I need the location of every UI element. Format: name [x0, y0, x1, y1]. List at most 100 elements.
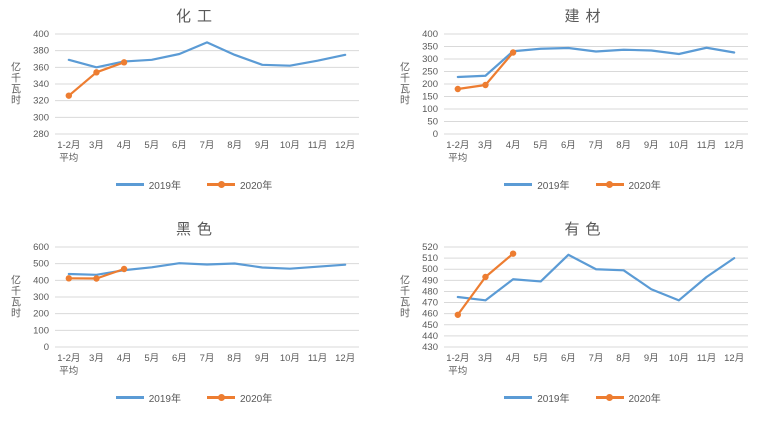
legend-line-swatch: [504, 396, 533, 399]
y-axis-unit-label: 亿: [400, 274, 410, 287]
y-tick-label: 0: [432, 129, 437, 140]
legend-marker-dot: [217, 181, 225, 189]
x-tick-label: 6月: [560, 140, 575, 151]
legend-line-swatch: [115, 396, 144, 399]
y-axis-unit-label: 时: [11, 308, 21, 320]
x-tick-label: 1-2月: [446, 353, 469, 364]
x-tick-label: 11月: [696, 353, 715, 364]
y-axis-unit-label: 亿: [400, 61, 410, 74]
data-point-marker: [93, 69, 100, 76]
y-tick-label: 300: [33, 112, 49, 123]
chart-panel-building-materials: 建材 0 50 100 150 200 250 300 350 400 亿千瓦时 1-2月 平均 3月 4…: [388, 0, 777, 213]
legend-label: 2019年: [537, 181, 570, 192]
x-tick-label: 12月: [335, 140, 355, 151]
legend-label: 2020年: [240, 394, 273, 405]
y-tick-label: 200: [33, 309, 49, 320]
x-tick-label: 7月: [588, 140, 603, 151]
legend-marker-dot: [217, 394, 225, 402]
y-tick-label: 340: [33, 79, 49, 90]
x-tick-label: 9月: [255, 140, 270, 151]
y-tick-label: 200: [422, 79, 438, 90]
data-point-marker: [509, 49, 516, 56]
x-tick-label: 6月: [172, 140, 187, 151]
y-tick-label: 500: [422, 264, 438, 275]
y-tick-label: 280: [33, 129, 49, 140]
x-tick-label: 7月: [200, 140, 215, 151]
legend-item: 2019年: [115, 390, 181, 405]
y-tick-label: 490: [422, 275, 438, 286]
x-tick-label: 5月: [144, 140, 159, 151]
x-tick-label: 5月: [533, 353, 548, 364]
x-tick-label: 平均: [59, 365, 78, 377]
y-axis-unit-label: 瓦: [400, 298, 410, 309]
legend-item: 2019年: [504, 177, 570, 192]
x-tick-label: 11月: [308, 140, 327, 151]
legend-item: 2020年: [207, 177, 272, 192]
data-point-marker: [93, 275, 100, 282]
chart-legend: 2019年 2020年: [115, 177, 272, 192]
y-tick-label: 400: [33, 29, 49, 40]
data-point-marker: [65, 275, 73, 282]
y-axis-unit-label: 瓦: [11, 298, 21, 309]
y-tick-label: 150: [422, 92, 438, 103]
data-point-marker: [454, 311, 461, 318]
x-tick-label: 平均: [59, 152, 78, 164]
chart-title: 建材: [564, 8, 607, 25]
y-tick-label: 440: [422, 331, 438, 342]
chart-legend: 2019年 2020年: [504, 390, 661, 405]
x-tick-label: 9月: [643, 353, 658, 364]
legend-label: 2019年: [148, 181, 181, 192]
x-tick-label: 12月: [335, 353, 355, 364]
x-tick-label: 9月: [255, 353, 270, 364]
y-tick-label: 300: [422, 54, 438, 65]
y-axis-unit-label: 千: [400, 286, 410, 298]
y-tick-label: 360: [33, 62, 49, 73]
y-tick-label: 300: [33, 292, 49, 303]
legend-item: 2020年: [207, 390, 272, 405]
x-tick-label: 10月: [280, 140, 300, 151]
chart-title: 化工: [175, 8, 218, 25]
legend-item: 2019年: [504, 390, 570, 405]
x-tick-label: 5月: [533, 140, 548, 151]
legend-label: 2020年: [628, 394, 661, 405]
y-tick-label: 510: [422, 253, 438, 264]
x-tick-label: 10月: [668, 140, 688, 151]
y-tick-label: 500: [33, 259, 49, 270]
legend-marker-dot: [606, 181, 613, 189]
legend-item: 2020年: [595, 177, 661, 192]
x-tick-label: 8月: [227, 140, 242, 151]
y-axis-unit-label: 亿: [11, 61, 21, 74]
x-tick-label: 3月: [89, 353, 104, 364]
data-point-marker: [120, 59, 128, 66]
legend-marker-dot: [606, 394, 613, 402]
legend-item: 2020年: [595, 390, 661, 405]
legend-line-swatch: [504, 183, 533, 186]
y-tick-label: 50: [427, 117, 438, 128]
legend-label: 2020年: [628, 181, 661, 192]
chart-panel-ferrous: 黑色 0 100 200 300 400 500 600 亿千瓦时 1-2月 平均 3月 4月 5月 6月…: [0, 213, 388, 426]
y-tick-label: 400: [33, 275, 49, 286]
x-tick-label: 8月: [227, 353, 242, 364]
x-tick-label: 9月: [643, 140, 658, 151]
data-point-marker: [481, 273, 489, 281]
legend-line-swatch: [595, 181, 624, 189]
y-tick-label: 100: [422, 104, 438, 115]
chart-panel-chemical: 化工 280 300 320 340 360 380 400 亿千瓦时 1-2月 平均 3月 4月 5月…: [0, 0, 388, 213]
legend-line-swatch: [207, 181, 235, 189]
series-line-2019年: [456, 46, 735, 79]
legend-line-swatch: [207, 394, 235, 402]
y-axis-unit-label: 时: [400, 95, 410, 107]
x-tick-label: 10月: [280, 353, 300, 364]
x-tick-label: 4月: [117, 353, 132, 364]
y-tick-label: 450: [422, 320, 438, 331]
data-point-marker: [120, 265, 128, 273]
y-axis-unit-label: 千: [11, 286, 21, 298]
x-tick-label: 4月: [117, 140, 132, 151]
legend-item: 2019年: [115, 177, 181, 192]
y-axis-unit-label: 瓦: [11, 85, 21, 96]
x-tick-label: 6月: [560, 353, 575, 364]
